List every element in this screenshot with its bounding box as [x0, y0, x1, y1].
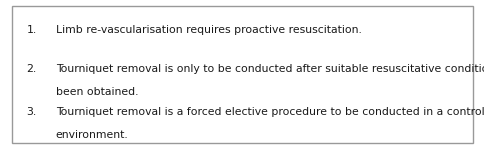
- Text: Limb re-vascularisation requires proactive resuscitation.: Limb re-vascularisation requires proacti…: [56, 25, 361, 35]
- FancyBboxPatch shape: [12, 6, 472, 143]
- Text: 3.: 3.: [27, 107, 37, 117]
- Text: been obtained.: been obtained.: [56, 87, 138, 97]
- Text: Tourniquet removal is a forced elective procedure to be conducted in a controlle: Tourniquet removal is a forced elective …: [56, 107, 484, 117]
- Text: environment.: environment.: [56, 130, 128, 140]
- Text: Tourniquet removal is only to be conducted after suitable resuscitative conditio: Tourniquet removal is only to be conduct…: [56, 64, 484, 74]
- Text: 1.: 1.: [27, 25, 37, 35]
- Text: 2.: 2.: [27, 64, 37, 74]
